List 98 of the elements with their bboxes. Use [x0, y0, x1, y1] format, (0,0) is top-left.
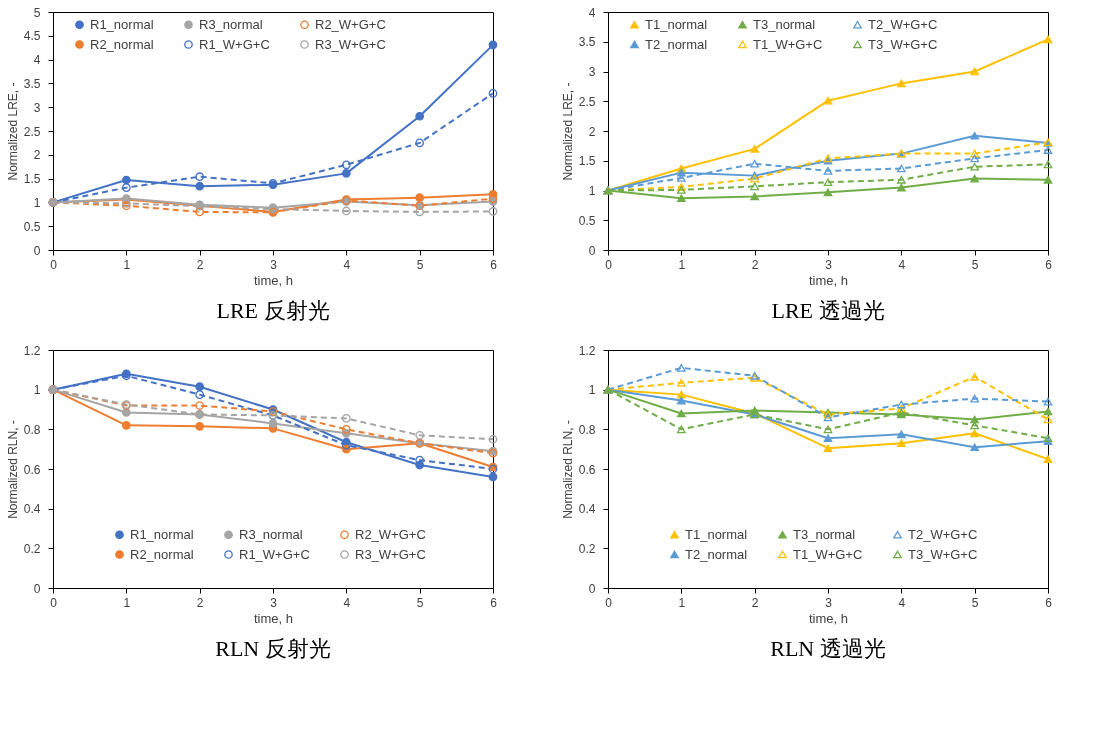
y-tick-label: 1.2 — [578, 343, 596, 358]
y-tick-label: 2 — [33, 148, 41, 163]
legend-label: R1_W+G+C — [239, 546, 310, 562]
legend-label: T1_normal — [645, 16, 708, 32]
x-tick-label: 6 — [490, 595, 498, 610]
y-tick-label: 1 — [33, 383, 41, 398]
y-tick-label: 0.6 — [578, 462, 596, 477]
x-tick-label: 0 — [50, 257, 58, 272]
y-tick-label: 1.5 — [23, 172, 41, 187]
y-tick-label: 0.2 — [578, 541, 596, 556]
x-tick-label: 3 — [270, 595, 278, 610]
x-tick-label: 3 — [825, 257, 833, 272]
y-tick-label: 0 — [588, 581, 596, 596]
y-tick-label: 0.8 — [578, 422, 596, 437]
legend-label: T2_W+G+C — [908, 526, 978, 542]
y-tick-label: 2.5 — [23, 124, 41, 139]
x-axis-title: time, h — [808, 272, 849, 288]
legend-label: T3_W+G+C — [868, 36, 938, 52]
x-tick-label: 3 — [825, 595, 833, 610]
legend-label: T2_W+G+C — [868, 16, 938, 32]
y-axis-title: Normalized LRE, - — [5, 82, 20, 181]
y-tick-label: 4 — [588, 5, 596, 20]
x-tick-label: 4 — [343, 257, 351, 272]
x-tick-label: 2 — [196, 595, 204, 610]
y-tick-label: 1.2 — [23, 343, 41, 358]
y-tick-label: 1 — [588, 383, 596, 398]
y-axis-title: Normalized RLN, - — [560, 420, 575, 519]
x-tick-label: 5 — [971, 595, 979, 610]
y-tick-label: 0 — [33, 581, 41, 596]
y-tick-label: 2 — [588, 124, 596, 139]
legend-label: T1_W+G+C — [793, 546, 863, 562]
y-tick-label: 3 — [588, 65, 596, 79]
y-tick-label: 3.5 — [23, 76, 41, 91]
y-tick-label: 0.4 — [23, 502, 41, 517]
y-tick-label: 0 — [33, 243, 41, 258]
x-axis-title: time, h — [253, 272, 294, 288]
legend-label: T1_normal — [685, 526, 748, 542]
x-tick-label: 4 — [898, 257, 906, 272]
legend-label: T3_normal — [793, 526, 856, 542]
legend-label: T1_W+G+C — [753, 36, 823, 52]
x-tick-label: 5 — [971, 257, 979, 272]
x-axis-title: time, h — [253, 610, 294, 626]
x-tick-label: 0 — [605, 257, 613, 272]
y-tick-label: 5 — [33, 5, 41, 20]
legend-label: R3_W+G+C — [355, 546, 426, 562]
legend-label: R3_normal — [239, 526, 303, 542]
y-tick-label: 0.2 — [23, 541, 41, 556]
legend-label: T2_normal — [685, 546, 748, 562]
y-tick-label: 1 — [588, 184, 596, 198]
legend-label: R1_W+G+C — [199, 36, 270, 52]
x-tick-label: 4 — [343, 595, 351, 610]
y-tick-label: 4 — [33, 53, 41, 68]
x-tick-label: 0 — [605, 595, 613, 610]
y-tick-label: 4.5 — [23, 29, 41, 44]
x-tick-label: 0 — [50, 595, 58, 610]
legend-label: R2_normal — [90, 36, 154, 52]
y-tick-label: 3.5 — [578, 35, 596, 50]
y-tick-label: 3 — [33, 100, 41, 115]
y-axis-title: Normalized LRE, - — [560, 82, 575, 181]
x-tick-label: 5 — [416, 257, 424, 272]
y-tick-label: 1 — [33, 195, 41, 210]
legend-label: R3_W+G+C — [315, 36, 386, 52]
text: RLN 透過光 — [770, 636, 886, 661]
x-tick-label: 2 — [196, 257, 204, 272]
x-tick-label: 6 — [490, 257, 498, 272]
y-tick-label: 0.6 — [23, 462, 41, 477]
x-tick-label: 1 — [123, 595, 131, 610]
x-tick-label: 6 — [1045, 257, 1053, 272]
legend-label: T3_W+G+C — [908, 546, 978, 562]
x-axis-title: time, h — [808, 610, 849, 626]
legend-label: T3_normal — [753, 16, 816, 32]
text: LRE 透過光 — [771, 298, 885, 323]
y-tick-label: 1.5 — [578, 154, 596, 169]
y-tick-label: 0 — [588, 243, 596, 258]
legend-label: R2_normal — [130, 546, 194, 562]
legend-label: R2_W+G+C — [355, 526, 426, 542]
legend-label: T2_normal — [645, 36, 708, 52]
y-tick-label: 0.8 — [23, 422, 41, 437]
x-tick-label: 5 — [416, 595, 424, 610]
legend-label: R2_W+G+C — [315, 16, 386, 32]
x-tick-label: 3 — [270, 257, 278, 272]
y-axis-title: Normalized RLN, - — [5, 420, 20, 519]
text: RLN 反射光 — [215, 636, 331, 661]
x-tick-label: 1 — [678, 257, 686, 272]
x-tick-label: 1 — [678, 595, 686, 610]
y-tick-label: 0.5 — [23, 219, 41, 234]
y-tick-label: 0.4 — [578, 502, 596, 517]
y-tick-label: 2.5 — [578, 94, 596, 109]
legend-label: R3_normal — [199, 16, 263, 32]
x-tick-label: 2 — [751, 257, 759, 272]
y-tick-label: 0.5 — [578, 213, 596, 228]
legend-label: R1_normal — [130, 526, 194, 542]
text: LRE 反射光 — [216, 298, 330, 323]
x-tick-label: 6 — [1045, 595, 1053, 610]
x-tick-label: 2 — [751, 595, 759, 610]
legend-label: R1_normal — [90, 16, 154, 32]
x-tick-label: 1 — [123, 257, 131, 272]
x-tick-label: 4 — [898, 595, 906, 610]
